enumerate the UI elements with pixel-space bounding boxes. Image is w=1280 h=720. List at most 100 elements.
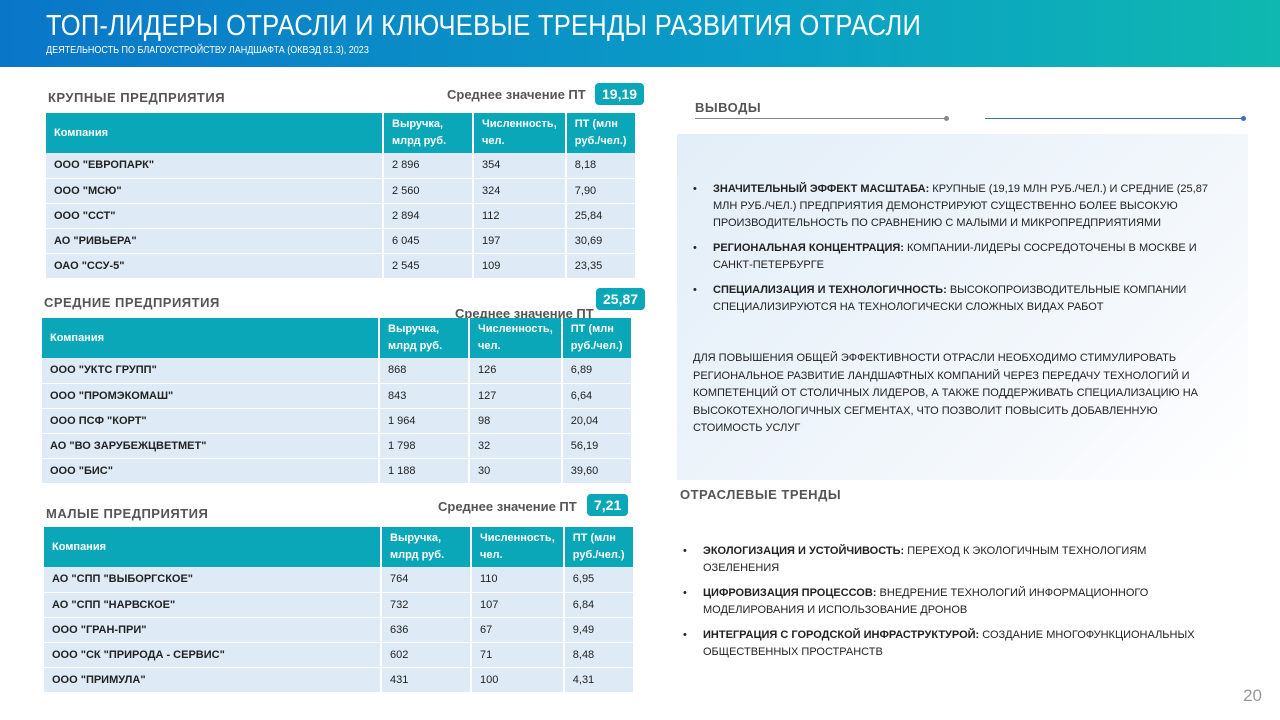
table-cell: 4,31: [563, 667, 636, 693]
table-cell: АО "ВО ЗАРУБЕЖЦВЕТМЕТ": [42, 433, 380, 459]
bullet-heading: ЭКОЛОГИЗАЦИЯ И УСТОЙЧИВОСТЬ:: [703, 545, 905, 557]
bullet-text: ВНЕДРЕНИЕ ТЕХНОЛОГИЙ ИНФОРМАЦИОННОГО МОД…: [703, 587, 1149, 616]
table-cell: 20,04: [561, 408, 634, 434]
page-number: 20: [1243, 686, 1262, 705]
divider-dot: [1241, 116, 1246, 121]
table-cell: 25,84: [565, 203, 638, 229]
bullet-heading: СПЕЦИАЛИЗАЦИЯ И ТЕХНОЛОГИЧНОСТЬ:: [713, 284, 947, 296]
table-cell: АО "СПП "ВЫБОРГСКОЕ": [44, 567, 382, 593]
table-cell: 636: [381, 617, 472, 643]
bullet-text: СОЗДАНИЕ МНОГОФУНКЦИОНАЛЬНЫХ ОБЩЕСТВЕННЫ…: [703, 629, 1195, 658]
table-cell: 109: [473, 253, 567, 279]
bullet-item: РЕГИОНАЛЬНАЯ КОНЦЕНТРАЦИЯ: КОМПАНИИ-ЛИДЕ…: [693, 240, 1233, 274]
table-row: ООО "СК "ПРИРОДА - СЕРВИС" 602 71 8,48: [44, 642, 636, 668]
table-cell: ООО "ПРИМУЛА": [44, 667, 382, 693]
table-cell: 1 188: [379, 458, 470, 484]
conclusions-title: ВЫВОДЫ: [695, 100, 762, 115]
small-table: Компания Выручка, млрд руб. Численность, ч…: [44, 527, 636, 693]
column-header: Выручка, млрд руб.: [383, 113, 474, 153]
table-row: ООО "ПРИМУЛА" 431 100 4,31: [44, 667, 636, 693]
table-cell: 8,18: [565, 153, 638, 179]
table-cell: 8,48: [563, 642, 636, 668]
table-cell: 6,64: [561, 383, 634, 409]
large-table: Компания Выручка, млрд руб. Численность, ч…: [46, 113, 638, 279]
table-cell: 112: [473, 203, 567, 229]
medium-avg-label: Среднее значение ПТ: [455, 306, 594, 321]
table-cell: 843: [379, 383, 470, 409]
small-title: МАЛЫЕ ПРЕДПРИЯТИЯ: [46, 506, 209, 521]
table-row: ООО ПСФ "КОРТ" 1 964 98 20,04: [42, 408, 634, 434]
table-row: АО "РИВЬЕРА" 6 045 197 30,69: [46, 228, 638, 254]
medium-title: СРЕДНИЕ ПРЕДПРИЯТИЯ: [44, 295, 220, 310]
table-header: Компания Выручка, млрд руб. Численность, ч…: [46, 113, 638, 153]
trends-title: ОТРАСЛЕВЫЕ ТРЕНДЫ: [680, 487, 842, 502]
table-cell: 197: [473, 228, 567, 254]
bullet-item: СПЕЦИАЛИЗАЦИЯ И ТЕХНОЛОГИЧНОСТЬ: ВЫСОКОП…: [693, 282, 1233, 316]
table-cell: 71: [471, 642, 565, 668]
column-header: Численность, чел.: [471, 527, 565, 567]
table-cell: 23,35: [565, 253, 638, 279]
small-avg-badge: 7,21: [587, 494, 629, 516]
table-cell: ООО "ЕВРОПАРК": [46, 153, 384, 179]
table-cell: 354: [473, 153, 567, 179]
table-cell: 868: [379, 358, 470, 384]
table-cell: 67: [471, 617, 565, 643]
table-cell: 9,49: [563, 617, 636, 643]
divider: [985, 118, 1243, 119]
table-cell: 30,69: [565, 228, 638, 254]
table-cell: 6,95: [563, 567, 636, 593]
table-row: ООО "БИС" 1 188 30 39,60: [42, 458, 634, 484]
table-cell: ООО "ПРОМЭКОМАШ": [42, 383, 380, 409]
table-row: ООО "ГРАН-ПРИ" 636 67 9,49: [44, 617, 636, 643]
table-header: Компания Выручка, млрд руб. Численность, ч…: [44, 527, 636, 567]
bullet-item: ЭКОЛОГИЗАЦИЯ И УСТОЙЧИВОСТЬ: ПЕРЕХОД К Э…: [683, 543, 1223, 577]
bullet-text: КРУПНЫЕ (19,19 МЛН РУБ./ЧЕЛ.) И СРЕДНИЕ …: [713, 183, 1208, 229]
column-header: Выручка, млрд руб.: [379, 318, 470, 358]
bullet-heading: ЗНАЧИТЕЛЬНЫЙ ЭФФЕКТ МАСШТАБА:: [713, 183, 930, 195]
table-cell: ООО "СК "ПРИРОДА - СЕРВИС": [44, 642, 382, 668]
table-cell: ООО "ССТ": [46, 203, 384, 229]
column-header: Компания: [42, 318, 380, 358]
table-cell: 764: [381, 567, 472, 593]
page-title: ТОП-ЛИДЕРЫ ОТРАСЛИ И КЛЮЧЕВЫЕ ТРЕНДЫ РАЗ…: [46, 10, 922, 42]
table-header: Компания Выручка, млрд руб. Численность, ч…: [42, 318, 634, 358]
table-cell: ООО "МСЮ": [46, 178, 384, 204]
page-subtitle: ДЕЯТЕЛЬНОСТЬ ПО БЛАГОУСТРОЙСТВУ ЛАНДШАФТ…: [46, 45, 369, 56]
divider-dot: [944, 116, 949, 121]
table-cell: 1 964: [379, 408, 470, 434]
table-cell: 98: [469, 408, 563, 434]
table-row: АО "ВО ЗАРУБЕЖЦВЕТМЕТ" 1 798 32 56,19: [42, 433, 634, 459]
table-cell: ООО ПСФ "КОРТ": [42, 408, 380, 434]
column-header: Компания: [46, 113, 384, 153]
medium-table: Компания Выручка, млрд руб. Численность, ч…: [42, 318, 634, 484]
divider: [695, 118, 945, 119]
table-cell: 2 560: [383, 178, 474, 204]
table-cell: 6 045: [383, 228, 474, 254]
header-banner: ТОП-ЛИДЕРЫ ОТРАСЛИ И КЛЮЧЕВЫЕ ТРЕНДЫ РАЗ…: [0, 0, 1280, 67]
column-header: Компания: [44, 527, 382, 567]
table-cell: 2 545: [383, 253, 474, 279]
large-avg-label: Среднее значение ПТ: [447, 87, 586, 102]
column-header: ПТ (млн руб./чел.): [561, 318, 634, 358]
table-cell: 100: [471, 667, 565, 693]
table-cell: ООО "УКТС ГРУПП": [42, 358, 380, 384]
table-row: АО "СПП "ВЫБОРГСКОЕ" 764 110 6,95: [44, 567, 636, 593]
small-avg-label: Среднее значение ПТ: [438, 499, 577, 514]
table-cell: 127: [469, 383, 563, 409]
conclusions-list: ЗНАЧИТЕЛЬНЫЙ ЭФФЕКТ МАСШТАБА: КРУПНЫЕ (1…: [693, 181, 1233, 324]
table-cell: 39,60: [561, 458, 634, 484]
bullet-heading: РЕГИОНАЛЬНАЯ КОНЦЕНТРАЦИЯ:: [713, 242, 904, 254]
column-header: ПТ (млн руб./чел.): [565, 113, 638, 153]
table-row: ОАО "ССУ-5" 2 545 109 23,35: [46, 253, 638, 279]
bullet-heading: ИНТЕГРАЦИЯ С ГОРОДСКОЙ ИНФРАСТРУКТУРОЙ:: [703, 629, 980, 641]
table-cell: 107: [471, 592, 565, 618]
table-row: ООО "ПРОМЭКОМАШ" 843 127 6,64: [42, 383, 634, 409]
bullet-text: ВЫСОКОПРОИЗВОДИТЕЛЬНЫЕ КОМПАНИИ СПЕЦИАЛИ…: [713, 284, 1187, 313]
table-cell: 602: [381, 642, 472, 668]
trends-list: ЭКОЛОГИЗАЦИЯ И УСТОЙЧИВОСТЬ: ПЕРЕХОД К Э…: [683, 543, 1223, 669]
table-cell: 2 894: [383, 203, 474, 229]
table-row: АО "СПП "НАРВСКОЕ" 732 107 6,84: [44, 592, 636, 618]
medium-avg-badge: 25,87: [596, 288, 646, 310]
table-cell: 1 798: [379, 433, 470, 459]
table-cell: 6,89: [561, 358, 634, 384]
